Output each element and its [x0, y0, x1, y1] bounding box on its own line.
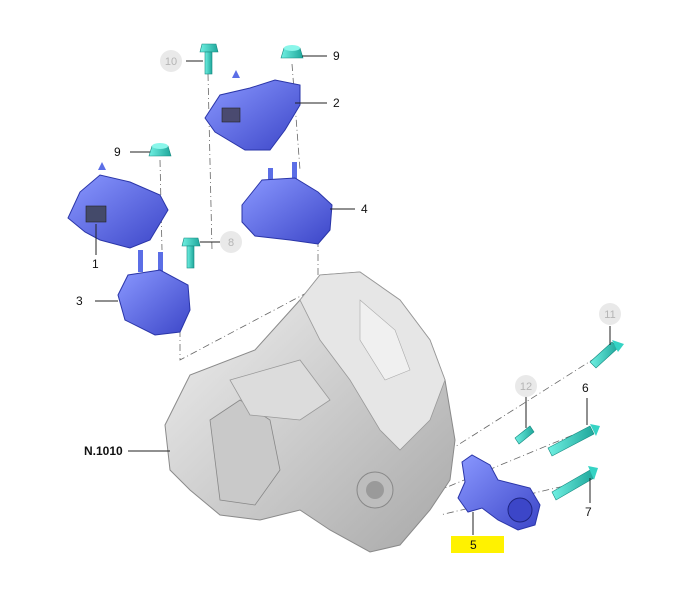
- callout-2: 2: [333, 96, 340, 110]
- callout-3: 3: [76, 294, 83, 308]
- callout-9-left: 9: [114, 145, 121, 159]
- callout-10: 10: [165, 56, 177, 68]
- bolt-7: [551, 466, 598, 501]
- bolt-11: [589, 340, 624, 369]
- transmission-housing: [164, 271, 456, 553]
- callout-11-circle: [599, 303, 621, 325]
- callout-12-circle: [515, 375, 537, 397]
- nut-9-left: [148, 143, 172, 157]
- mount-bracket-left: [67, 162, 169, 249]
- callout-4: 4: [361, 202, 368, 216]
- bolt-8: [181, 237, 201, 269]
- callout-assembly: N.1010: [84, 444, 123, 458]
- callout-7: 7: [585, 505, 592, 519]
- engine-mount-right: [241, 162, 333, 245]
- callout-10-circle: [160, 50, 182, 72]
- callout-12: 12: [520, 381, 532, 393]
- nut-9-top: [280, 45, 304, 59]
- engine-mount-left: [117, 250, 191, 336]
- mount-bracket-upper: [204, 70, 301, 151]
- leader-lines: [95, 55, 611, 535]
- callout-6: 6: [582, 381, 589, 395]
- gearbox-bracket: [457, 454, 541, 531]
- callout-8-circle: [220, 231, 242, 253]
- bolt-12: [514, 425, 535, 445]
- callout-8: 8: [228, 237, 234, 249]
- callout-5: 5: [470, 538, 477, 552]
- bolt-10: [199, 43, 219, 75]
- callout-1: 1: [92, 257, 99, 271]
- callout-11: 11: [604, 309, 615, 321]
- highlight-5: [451, 536, 504, 553]
- callout-9-top: 9: [333, 49, 340, 63]
- bolt-6: [547, 424, 600, 457]
